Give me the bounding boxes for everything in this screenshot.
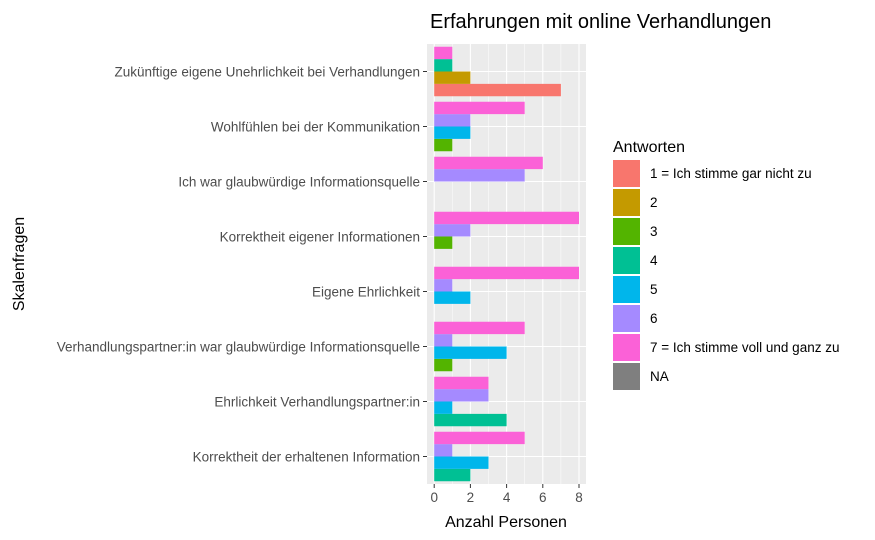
- bar: [434, 126, 471, 139]
- bar: [434, 468, 471, 482]
- legend-label: NA: [650, 369, 669, 384]
- bar: [434, 346, 507, 359]
- legend-label: 6: [650, 311, 658, 326]
- legend-label: 2: [650, 195, 658, 210]
- legend-label: 5: [650, 282, 658, 297]
- bar: [434, 138, 453, 152]
- legend-label: 3: [650, 224, 658, 239]
- x-tick-label: 6: [539, 490, 547, 505]
- x-tick-label: 8: [575, 490, 583, 505]
- bar: [434, 114, 471, 127]
- bar: [434, 224, 471, 237]
- category-label: Verhandlungspartner:in war glaubwürdige …: [57, 340, 420, 355]
- bar: [434, 279, 453, 292]
- legend-label: 7 = Ich stimme voll und ganz zu: [650, 340, 839, 355]
- bar: [434, 156, 543, 170]
- bars: [434, 46, 579, 482]
- bar: [434, 46, 453, 60]
- bar: [434, 389, 489, 402]
- legend-title: Antworten: [613, 139, 685, 156]
- category-label: Ehrlichkeit Verhandlungspartner:in: [214, 395, 420, 410]
- legend: 1 = Ich stimme gar nicht zu 2 3 4 5 6 7 = Ich …: [613, 160, 839, 390]
- bar: [434, 169, 525, 182]
- bar: [434, 59, 453, 72]
- x-tick-label: 2: [467, 490, 475, 505]
- legend-key: [613, 189, 640, 216]
- legend-label: 4: [650, 253, 658, 268]
- legend-key: [613, 305, 640, 332]
- bar: [434, 358, 453, 372]
- legend-key: [613, 363, 640, 390]
- bar: [434, 236, 453, 249]
- bar: [434, 101, 525, 115]
- bar: [434, 71, 471, 84]
- bar: [434, 334, 453, 347]
- category-label: Korrektheit eigener Informationen: [220, 230, 420, 245]
- bar: [434, 83, 561, 97]
- category-label: Wohlfühlen bei der Kommunikation: [211, 120, 420, 135]
- legend-key: [613, 218, 640, 245]
- category-label: Korrektheit der erhaltenen Information: [193, 450, 420, 465]
- legend-key: [613, 334, 640, 361]
- x-axis-title: Anzahl Personen: [445, 514, 567, 531]
- bar: [434, 376, 489, 390]
- bar: [434, 401, 453, 414]
- chart-title: Erfahrungen mit online Verhandlungen: [430, 11, 771, 33]
- x-ticks: 0 2 4 6 8: [430, 484, 583, 505]
- y-axis-title: Skalenfragen: [11, 217, 28, 311]
- legend-key: [613, 247, 640, 274]
- bar: [434, 413, 507, 427]
- legend-key: [613, 276, 640, 303]
- bar: [434, 444, 453, 457]
- category-label: Ich war glaubwürdige Informationsquelle: [178, 175, 420, 190]
- x-tick-label: 0: [430, 490, 438, 505]
- bar: [434, 291, 471, 304]
- category-label: Zukünftige eigene Unehrlichkeit bei Verh…: [115, 65, 420, 80]
- category-labels: Zukünftige eigene Unehrlichkeit bei Verh…: [57, 65, 427, 465]
- bar: [434, 321, 525, 335]
- bar: [434, 456, 489, 469]
- bar: [434, 266, 579, 280]
- bar: [434, 431, 525, 445]
- bar: [434, 211, 579, 225]
- x-tick-label: 4: [503, 490, 511, 505]
- legend-label: 1 = Ich stimme gar nicht zu: [650, 166, 812, 181]
- category-label: Eigene Ehrlichkeit: [312, 285, 420, 300]
- legend-key: [613, 160, 640, 187]
